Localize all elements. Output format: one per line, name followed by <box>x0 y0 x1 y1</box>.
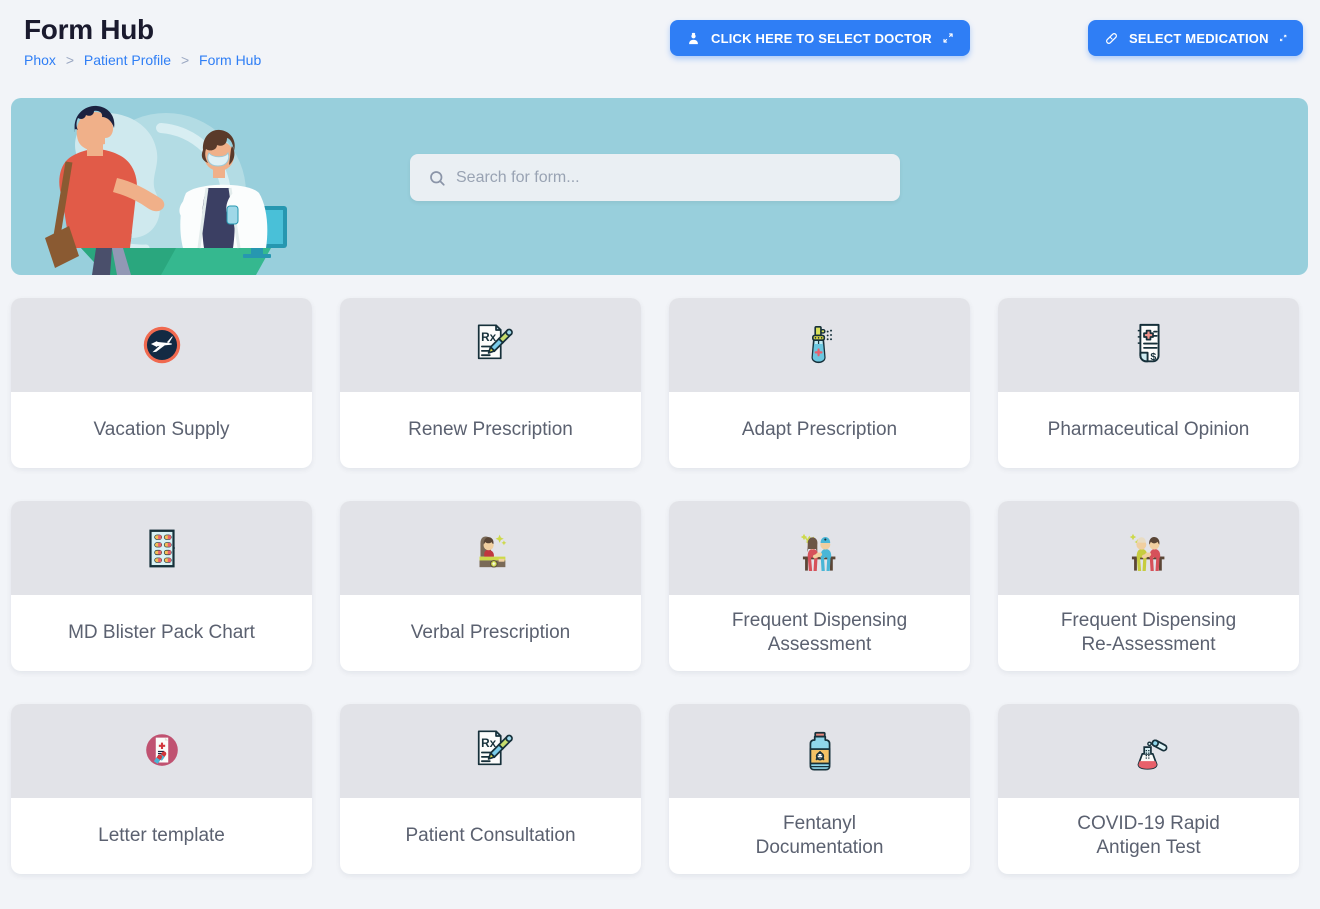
svg-text:Rx: Rx <box>481 737 496 750</box>
svg-text:$: $ <box>1150 351 1156 363</box>
svg-text:Rx: Rx <box>481 331 496 344</box>
